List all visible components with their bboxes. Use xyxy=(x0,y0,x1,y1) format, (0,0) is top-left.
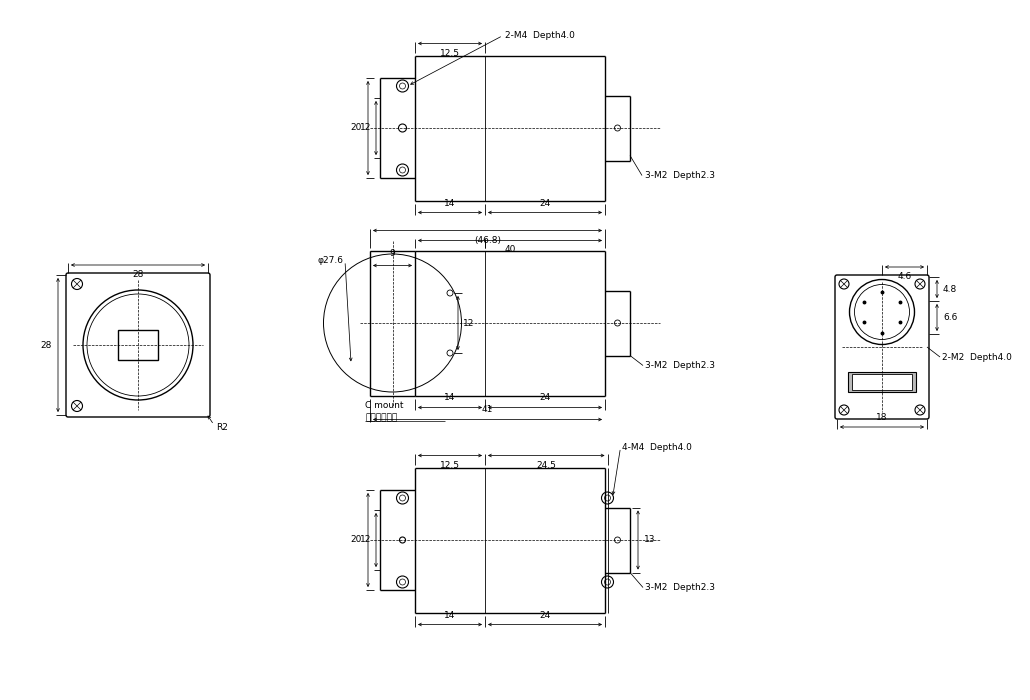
Text: φ27.6: φ27.6 xyxy=(317,256,343,265)
Text: 12: 12 xyxy=(359,123,371,132)
Text: 4.8: 4.8 xyxy=(943,284,957,293)
Text: 20: 20 xyxy=(350,123,362,132)
Text: 2-M4  Depth4.0: 2-M4 Depth4.0 xyxy=(505,31,575,40)
Text: 3-M2  Depth2.3: 3-M2 Depth2.3 xyxy=(645,171,715,180)
Text: 12.5: 12.5 xyxy=(440,48,460,57)
Text: C mount: C mount xyxy=(365,401,404,410)
Text: 9: 9 xyxy=(389,248,396,258)
Bar xyxy=(852,374,912,390)
Text: (46.8): (46.8) xyxy=(474,235,501,244)
Text: 12.5: 12.5 xyxy=(440,461,460,470)
Text: 3-M2  Depth2.3: 3-M2 Depth2.3 xyxy=(645,583,715,592)
Text: 対面同一形状: 対面同一形状 xyxy=(365,413,398,422)
Text: 24: 24 xyxy=(540,393,551,402)
Text: 14: 14 xyxy=(444,610,455,620)
Text: 13: 13 xyxy=(644,536,655,545)
Text: 2-M2  Depth4.0: 2-M2 Depth4.0 xyxy=(942,353,1011,361)
Text: 14: 14 xyxy=(444,199,455,207)
Text: 24: 24 xyxy=(540,199,551,207)
Text: 18: 18 xyxy=(877,413,888,422)
Text: 28: 28 xyxy=(132,270,144,279)
Text: R2: R2 xyxy=(216,423,228,431)
Text: 12: 12 xyxy=(359,536,371,545)
Text: 40: 40 xyxy=(505,246,516,255)
Bar xyxy=(849,372,916,392)
Text: 3-M2  Depth2.3: 3-M2 Depth2.3 xyxy=(645,361,715,370)
Text: 41: 41 xyxy=(482,405,493,414)
Text: 20: 20 xyxy=(350,536,362,545)
Bar xyxy=(118,330,158,360)
Text: 28: 28 xyxy=(40,340,52,349)
Text: 24.5: 24.5 xyxy=(537,461,556,470)
Text: 6.6: 6.6 xyxy=(943,313,957,322)
Text: 4-M4  Depth4.0: 4-M4 Depth4.0 xyxy=(622,443,692,452)
Text: 4.6: 4.6 xyxy=(897,272,912,281)
Text: 14: 14 xyxy=(444,393,455,402)
Text: 12: 12 xyxy=(464,318,475,328)
Text: 24: 24 xyxy=(540,610,551,620)
